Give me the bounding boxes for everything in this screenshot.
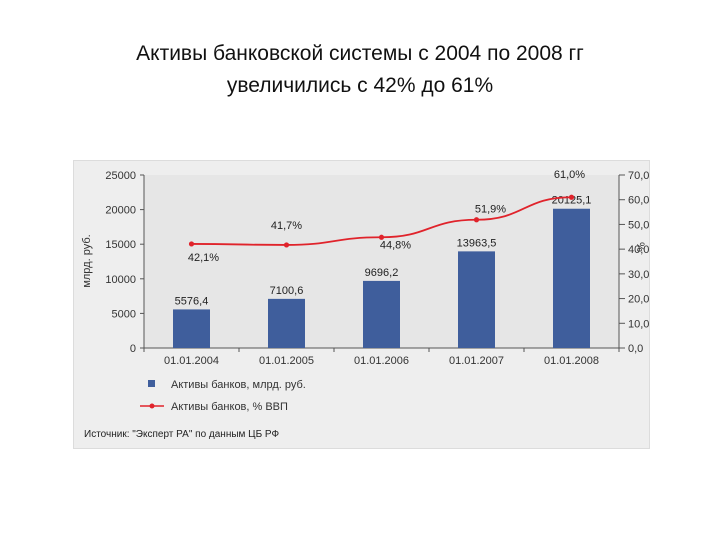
slide-title: Активы банковской системы с 2004 по 2008…	[0, 38, 720, 102]
bar	[173, 309, 210, 348]
right-axis-tick-label: 60,0	[628, 195, 649, 207]
bank-assets-chart: 0 5000 10000 15000 20000 25000 0,0 10,0 20,0 30,…	[81, 169, 649, 440]
percent-gdp-label: 44,8%	[380, 239, 411, 251]
percent-gdp-label: 41,7%	[271, 220, 302, 232]
legend-bar-swatch	[148, 380, 155, 387]
percent-gdp-label: 61,0%	[554, 169, 585, 181]
chart-panel: 0 5000 10000 15000 20000 25000 0,0 10,0 20,0 30,…	[73, 160, 650, 449]
slide-title-line-1: Активы банковской системы с 2004 по 2008…	[136, 42, 584, 65]
x-axis-tick-label: 01.01.2008	[544, 355, 599, 367]
percent-gdp-point	[473, 217, 480, 223]
left-axis-title: млрд. руб.	[81, 234, 93, 287]
legend-line-marker	[149, 403, 155, 409]
bar-value-label: 7100,6	[270, 285, 304, 297]
right-axis-tick-label: 0,0	[628, 343, 643, 355]
percent-gdp-point	[188, 241, 195, 247]
left-axis-tick-label: 25000	[105, 170, 136, 182]
bar	[363, 280, 400, 348]
bar	[553, 208, 590, 348]
x-axis-tick-label: 01.01.2007	[449, 355, 504, 367]
legend: Активы банков, млрд. руб. Активы банков,…	[140, 379, 306, 413]
percent-gdp-label: 42,1%	[188, 252, 219, 264]
x-axis-tick-label: 01.01.2005	[259, 355, 314, 367]
right-axis-tick-label: 20,0	[628, 294, 649, 306]
bar-value-label: 5576,4	[175, 295, 209, 307]
legend-line-label: Активы банков, % ВВП	[171, 401, 288, 413]
right-axis-title: %	[634, 242, 646, 252]
bar	[458, 251, 495, 348]
right-axis-tick-label: 30,0	[628, 269, 649, 281]
right-axis-tick-label: 70,0	[628, 170, 649, 182]
source-note: Источник: "Эксперт РА" по данным ЦБ РФ	[84, 429, 279, 440]
bar-value-label: 9696,2	[365, 267, 399, 279]
bar-value-label: 13963,5	[457, 237, 497, 249]
percent-gdp-point	[378, 234, 385, 240]
right-axis-tick-label: 10,0	[628, 318, 649, 330]
left-axis-tick-label: 5000	[112, 308, 136, 320]
left-axis-tick-label: 20000	[105, 205, 136, 217]
left-axis-tick-label: 15000	[105, 239, 136, 251]
right-axis-tick-label: 50,0	[628, 219, 649, 231]
left-axis-tick-label: 10000	[105, 274, 136, 286]
x-axis-tick-label: 01.01.2006	[354, 355, 409, 367]
percent-gdp-point	[283, 242, 290, 248]
slide-title-line-2: увеличились с 42% до 61%	[226, 74, 494, 97]
percent-gdp-point	[568, 194, 575, 200]
percent-gdp-label: 51,9%	[475, 204, 506, 216]
right-axis-tick-label: 40,0	[628, 244, 649, 256]
x-axis-tick-label: 01.01.2004	[164, 355, 219, 367]
legend-bar-label: Активы банков, млрд. руб.	[171, 379, 306, 391]
left-axis-tick-label: 0	[130, 343, 136, 355]
bar	[268, 298, 305, 348]
